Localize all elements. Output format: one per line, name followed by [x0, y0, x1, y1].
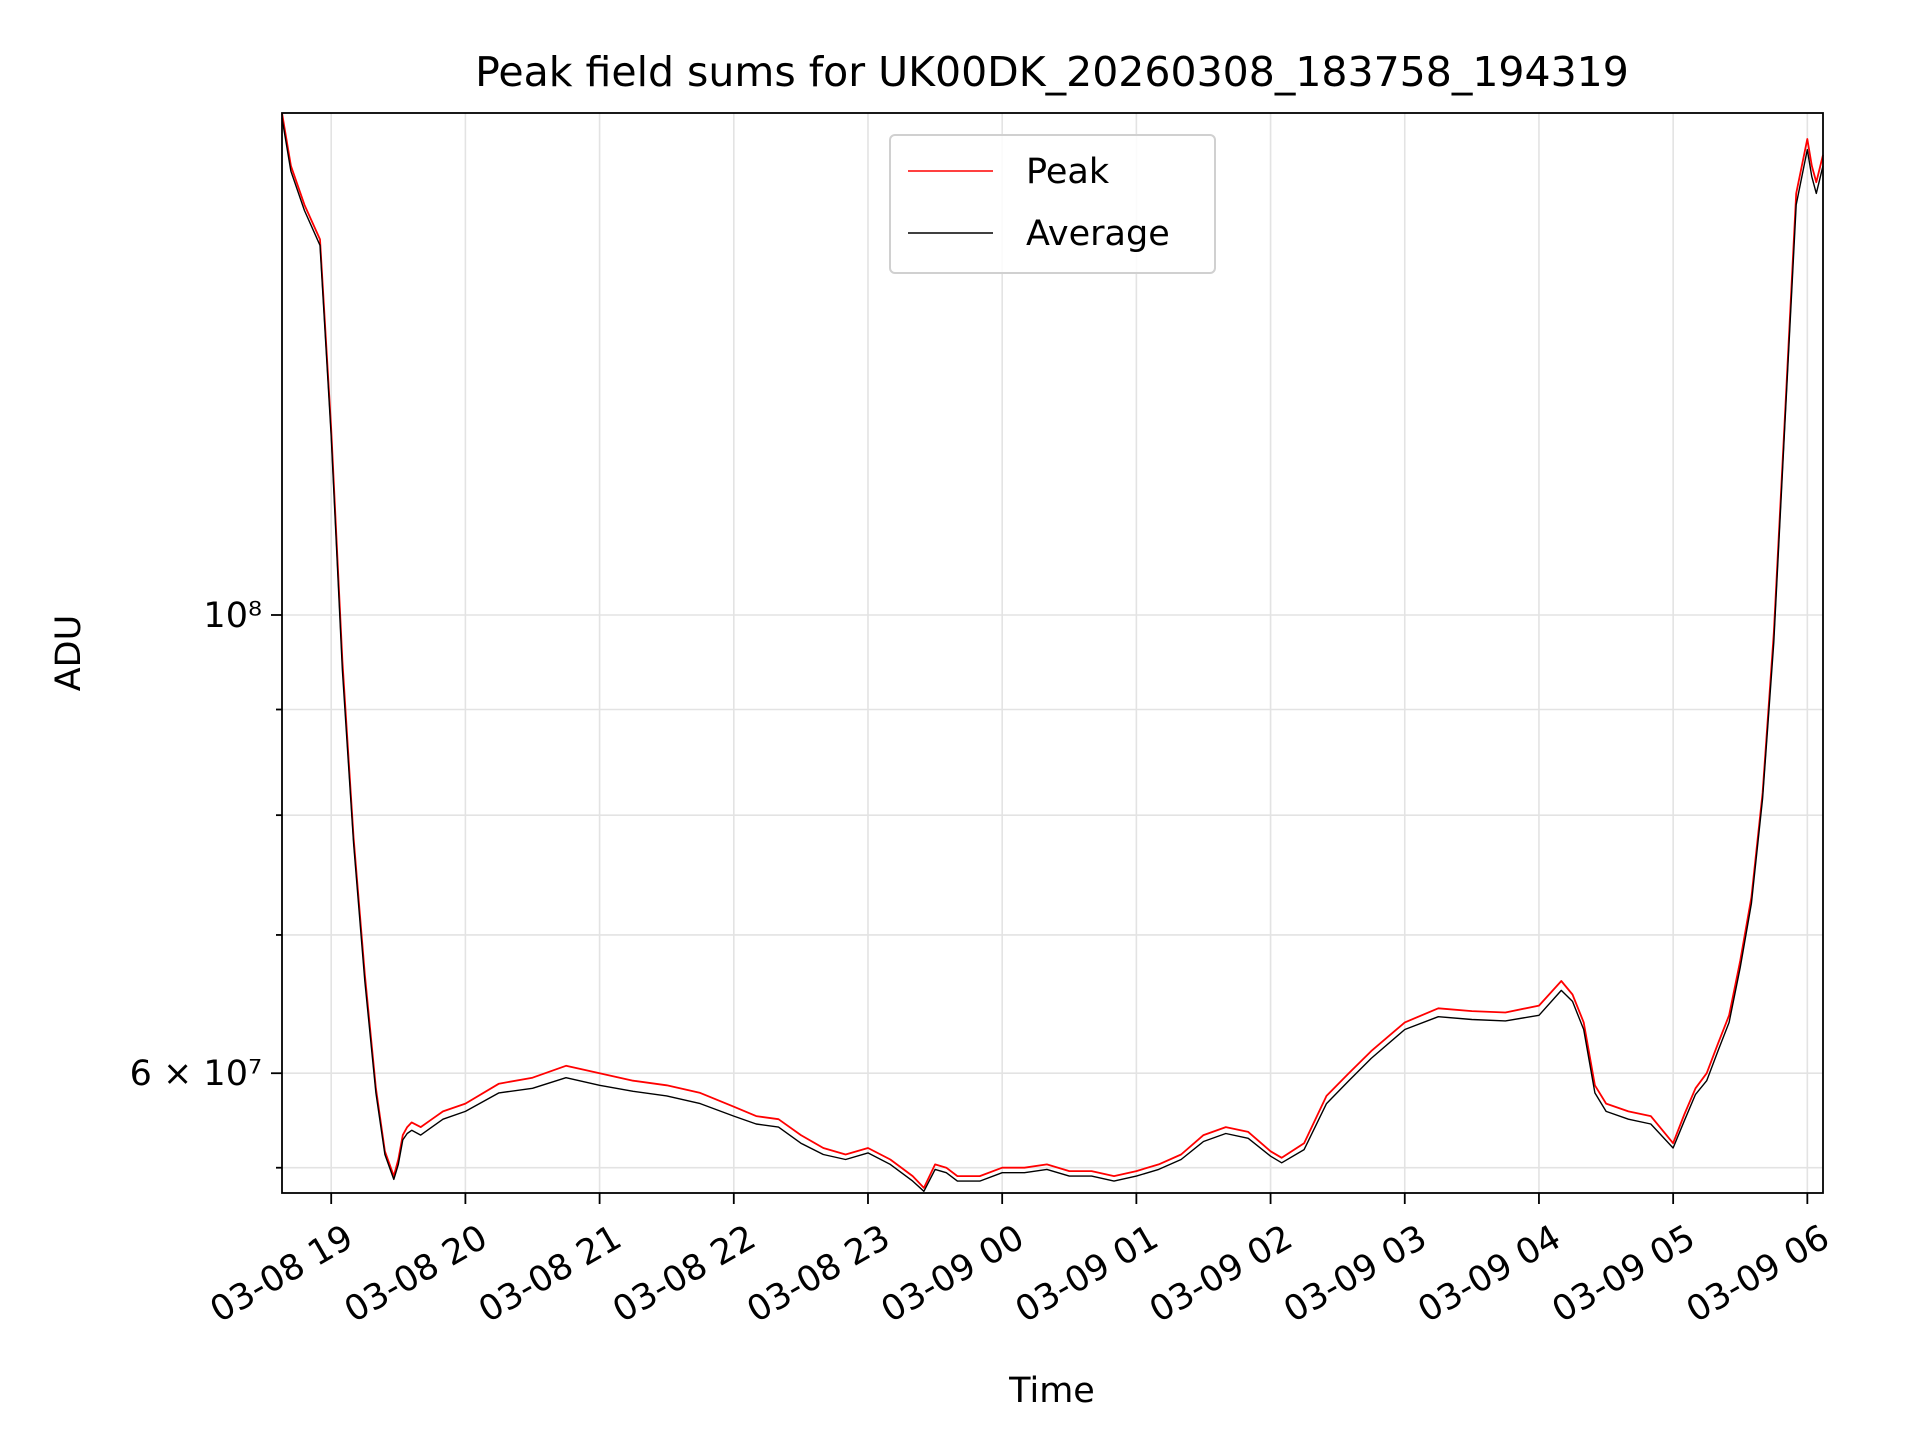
y-tick-label: 10⁸	[203, 596, 262, 636]
legend: Peak Average	[889, 134, 1216, 274]
x-axis-label: Time	[1008, 1371, 1095, 1411]
legend-label-peak: Peak	[1026, 152, 1110, 192]
grid	[282, 113, 1823, 1193]
y-tick-label: 6 × 10⁷	[130, 1054, 262, 1094]
series-line-peak	[281, 112, 1824, 1189]
legend-label-average: Average	[1026, 214, 1170, 254]
plot-frame	[281, 112, 1824, 1194]
y-axis-label: ADU	[49, 615, 89, 692]
series-line-average	[281, 117, 1824, 1193]
chart-title: Peak field sums for UK00DK_20260308_1837…	[475, 48, 1629, 96]
legend-box	[889, 134, 1216, 274]
series-layer	[281, 112, 1824, 1193]
